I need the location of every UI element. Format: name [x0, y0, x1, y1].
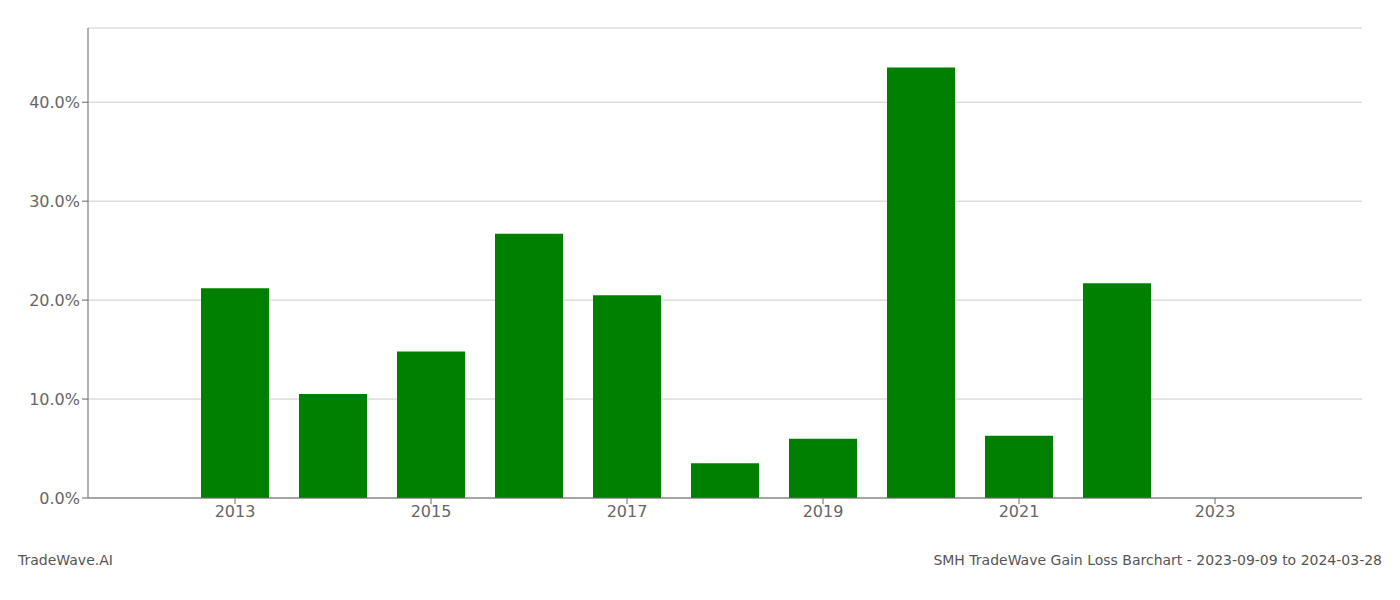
svg-text:2023: 2023	[1195, 502, 1236, 521]
svg-text:2015: 2015	[411, 502, 452, 521]
svg-text:10.0%: 10.0%	[29, 390, 80, 409]
svg-text:0.0%: 0.0%	[39, 489, 80, 508]
html-text:TradeWave.AI: TradeWave.AI	[18, 552, 113, 568]
svg-text:40.0%: 40.0%	[29, 93, 80, 112]
svg-text:2017: 2017	[607, 502, 648, 521]
svg-text:20.0%: 20.0%	[29, 291, 80, 310]
html-text:SMH TradeWave Gain Loss Barcha: SMH TradeWave Gain Loss Barchart - 2023-…	[933, 552, 1382, 568]
svg-text:30.0%: 30.0%	[29, 192, 80, 211]
svg-text:2021: 2021	[999, 502, 1040, 521]
svg-text:2019: 2019	[803, 502, 844, 521]
svg-text:2013: 2013	[215, 502, 256, 521]
